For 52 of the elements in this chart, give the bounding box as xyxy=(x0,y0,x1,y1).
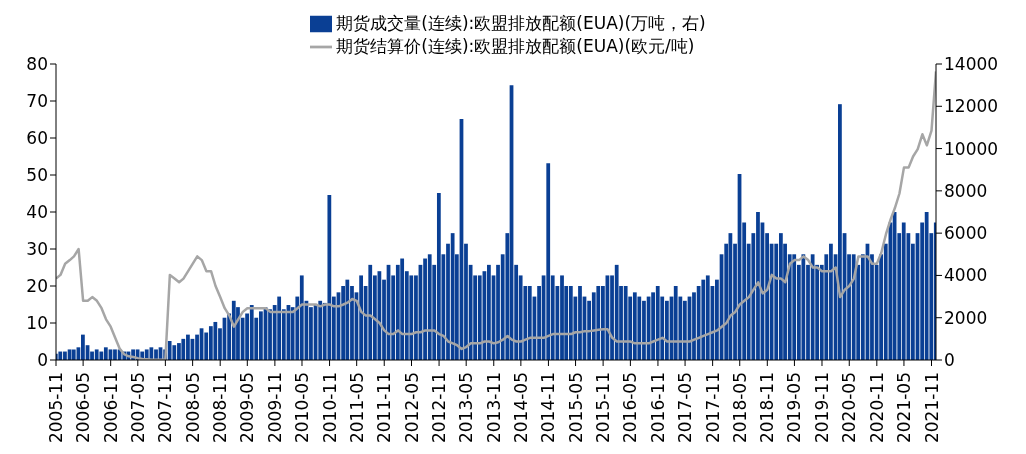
y2-tick-label: 14000 xyxy=(944,54,999,75)
x-tick-label: 2007-05 xyxy=(127,372,148,444)
y2-tick-label: 12000 xyxy=(944,96,999,117)
x-tick-label: 2013-11 xyxy=(483,372,504,444)
y2-tick-label: 0 xyxy=(944,350,955,371)
x-tick-label: 2014-11 xyxy=(538,372,559,444)
y-tick-label: 20 xyxy=(26,276,48,297)
y2-tick-label: 8000 xyxy=(944,180,988,201)
y-tick-label: 80 xyxy=(26,54,48,75)
x-tick-label: 2015-05 xyxy=(565,372,586,444)
x-tick-label: 2020-11 xyxy=(866,372,887,444)
x-tick-label: 2008-11 xyxy=(210,372,231,444)
x-tick-label: 2018-05 xyxy=(729,372,750,444)
x-tick-label: 2010-11 xyxy=(319,372,340,444)
x-tick-label: 2017-05 xyxy=(675,372,696,444)
x-tick-label: 2016-11 xyxy=(648,372,669,444)
legend-label: 期货成交量(连续):欧盟排放配额(EUA)(万吨，右) xyxy=(336,13,706,33)
x-tick-label: 2006-05 xyxy=(73,372,94,444)
y-tick-label: 30 xyxy=(26,239,48,260)
x-tick-label: 2010-05 xyxy=(292,372,313,444)
x-tick-label: 2011-11 xyxy=(374,372,395,444)
x-tick-label: 2009-05 xyxy=(237,372,258,444)
y2-tick-label: 4000 xyxy=(944,265,988,286)
x-tick-label: 2013-05 xyxy=(456,372,477,444)
x-tick-label: 2018-11 xyxy=(757,372,778,444)
y-tick-label: 60 xyxy=(26,128,48,149)
x-tick-label: 2020-05 xyxy=(839,372,860,444)
x-tick-label: 2009-11 xyxy=(264,372,285,444)
y-tick-label: 70 xyxy=(26,91,48,112)
x-tick-label: 2019-11 xyxy=(812,372,833,444)
y2-tick-label: 2000 xyxy=(944,307,988,328)
y-tick-label: 40 xyxy=(26,202,48,223)
x-tick-label: 2007-11 xyxy=(155,372,176,444)
x-tick-label: 2021-11 xyxy=(921,372,942,444)
y2-tick-label: 10000 xyxy=(944,138,999,159)
y2-tick-label: 6000 xyxy=(944,223,988,244)
x-tick-label: 2014-05 xyxy=(510,372,531,444)
x-tick-label: 2012-05 xyxy=(401,372,422,444)
y-tick-label: 10 xyxy=(26,313,48,334)
x-tick-label: 2011-05 xyxy=(346,372,367,444)
x-tick-label: 2005-11 xyxy=(46,372,67,444)
x-tick-label: 2021-05 xyxy=(894,372,915,444)
y-tick-label: 0 xyxy=(37,350,48,371)
x-tick-label: 2019-05 xyxy=(784,372,805,444)
x-tick-label: 2015-11 xyxy=(593,372,614,444)
legend-label: 期货结算价(连续):欧盟排放配额(EUA)(欧元/吨) xyxy=(336,36,695,56)
x-tick-label: 2006-11 xyxy=(100,372,121,444)
y-tick-label: 50 xyxy=(26,165,48,186)
x-tick-label: 2008-05 xyxy=(182,372,203,444)
x-tick-label: 2017-11 xyxy=(702,372,723,444)
x-tick-label: 2012-11 xyxy=(429,372,450,444)
x-tick-label: 2016-05 xyxy=(620,372,641,444)
